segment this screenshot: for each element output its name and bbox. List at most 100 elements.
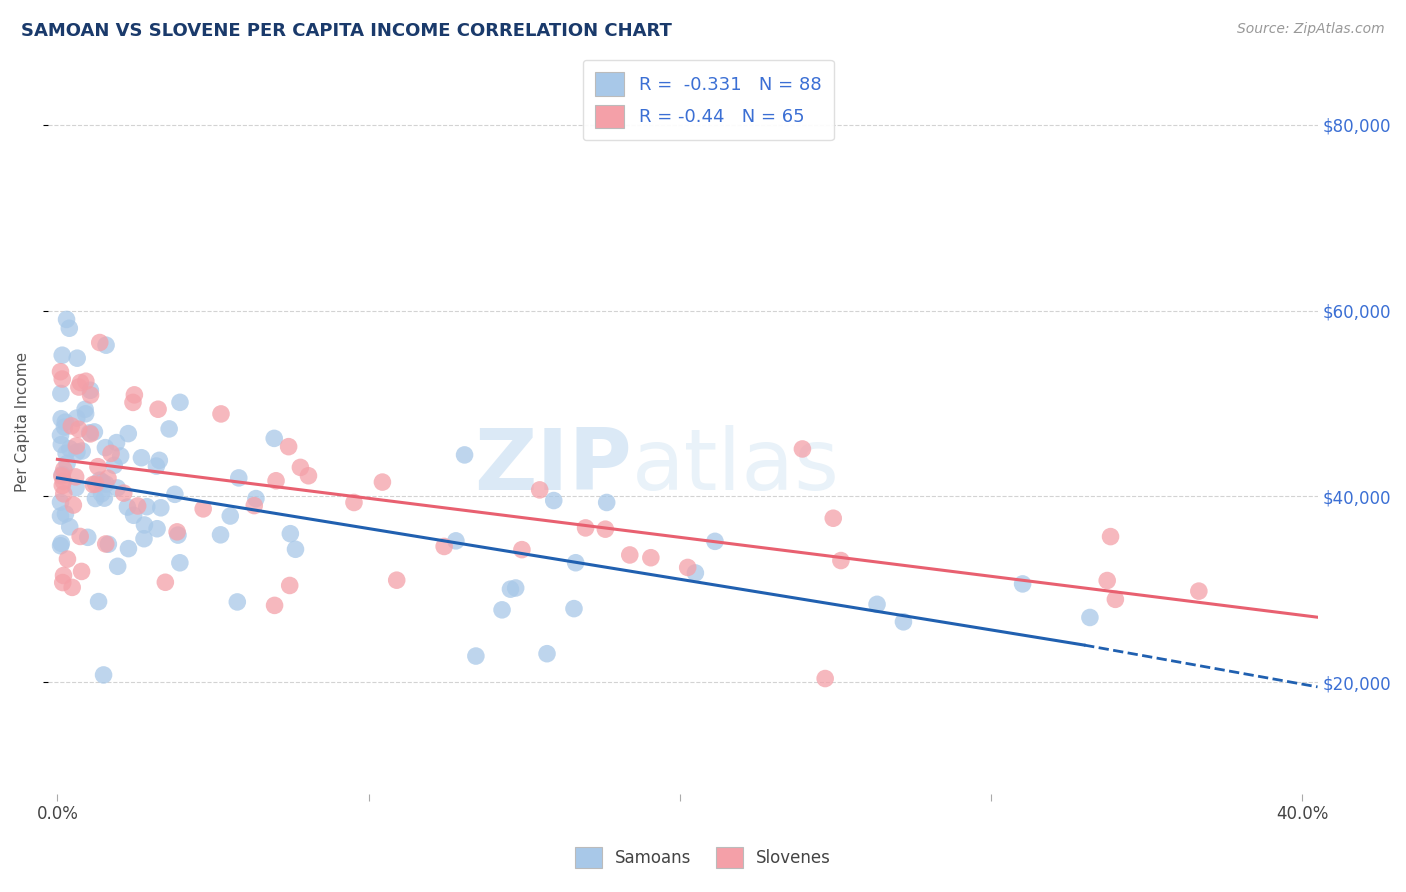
Point [640,550,662,565]
Point [56,457,79,471]
Point [69,529,91,543]
Point [105,481,128,495]
Point [278,578,301,592]
Point [75,407,97,421]
Point [51,536,73,550]
Point [385,573,408,587]
Point [893,615,915,629]
Point [87,594,110,608]
Point [149,500,172,515]
Point [52,575,75,590]
Point [52,568,75,582]
Point [562,601,585,615]
Point [103,458,125,473]
Point [70,565,93,579]
Point [90,487,112,501]
Point [1078,610,1101,624]
Point [58,321,80,335]
Point [84,491,107,506]
Point [49,386,72,401]
Point [263,431,285,445]
Point [67,422,90,436]
Point [49,495,72,509]
Point [94,441,117,455]
Point [264,474,287,488]
Point [55,312,77,326]
Point [82,477,104,491]
Point [56,552,79,566]
Point [823,511,845,525]
Point [595,522,617,536]
Point [100,446,122,460]
Text: atlas: atlas [633,425,839,508]
Point [499,582,522,596]
Point [148,453,170,467]
Point [94,338,117,352]
Point [157,422,180,436]
Point [83,425,105,439]
Point [55,507,77,521]
Point [51,437,73,451]
Point [245,491,267,506]
Point [284,542,307,557]
Point [226,595,249,609]
Point [169,395,191,409]
Point [132,532,155,546]
Point [792,442,814,456]
Point [543,493,565,508]
Text: ZIP: ZIP [474,425,633,508]
Point [52,462,75,476]
Point [89,335,111,350]
Point [52,475,75,489]
Point [79,388,101,402]
Point [343,495,366,509]
Point [93,668,115,682]
Point [51,411,73,425]
Point [122,508,145,523]
Point [49,428,72,442]
Point [66,445,89,459]
Point [166,524,188,539]
Point [49,539,72,553]
Point [65,439,87,453]
Point [676,560,699,574]
Point [49,365,72,379]
Point [97,537,120,551]
Point [371,475,394,489]
Point [93,491,115,505]
Point [66,411,89,425]
Point [67,380,90,394]
Point [830,553,852,567]
Point [79,384,101,398]
Point [55,446,77,460]
Point [110,449,132,463]
Point [209,407,232,421]
Point [564,556,586,570]
Point [169,556,191,570]
Point [243,499,266,513]
Point [51,348,73,362]
Point [75,402,97,417]
Point [145,458,167,473]
Point [53,415,76,429]
Point [66,351,89,366]
Point [1188,584,1211,599]
Text: Source: ZipAtlas.com: Source: ZipAtlas.com [1237,22,1385,37]
Point [619,548,641,562]
Point [209,528,232,542]
Point [574,521,596,535]
Point [135,500,157,514]
Point [297,468,319,483]
Point [105,435,128,450]
Point [49,509,72,524]
Point [444,533,467,548]
Point [453,448,475,462]
Point [155,575,177,590]
Y-axis label: Per Capita Income: Per Capita Income [15,352,30,492]
Point [79,425,101,440]
Point [89,473,111,487]
Point [51,467,73,482]
Point [219,509,242,524]
Point [60,581,83,595]
Point [1099,530,1122,544]
